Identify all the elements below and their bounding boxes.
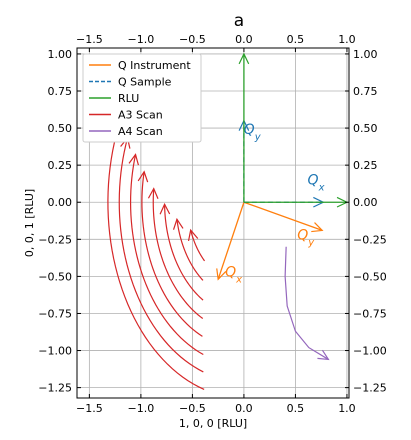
x-tick-label: −1.5	[76, 402, 103, 415]
legend-label: A3 Scan	[118, 109, 163, 122]
a3-scan-arc	[190, 229, 206, 262]
y-right-tick-label: −1.00	[353, 345, 387, 358]
y-right-tick-label: 0.25	[353, 159, 378, 172]
y-tick-label: −0.50	[38, 270, 72, 283]
a3-scan-arrowhead	[147, 187, 159, 199]
y-right-tick-label: 1.00	[353, 48, 378, 61]
y-tick-label: −1.25	[38, 382, 72, 395]
x-top-tick-label: −1.0	[128, 33, 155, 46]
vector-arrowhead	[216, 268, 227, 281]
vector-label: Qy	[244, 122, 262, 143]
plot-frame	[76, 47, 350, 399]
y-right-tick-label: −0.75	[353, 307, 387, 320]
x-top-tick-label: −1.5	[76, 33, 103, 46]
vector-label: Qy	[297, 227, 315, 248]
a4-scan-line	[284, 246, 329, 360]
vector-arrowhead	[238, 52, 250, 65]
vector-arrowhead	[311, 222, 324, 233]
x-top-tick-label: 0.0	[235, 33, 253, 46]
a3-scan-arc	[118, 137, 204, 373]
a3-scan-arrowhead	[187, 228, 199, 242]
legend-label: RLU	[118, 92, 139, 105]
y-tick-label: 0.25	[48, 159, 73, 172]
a3-scan-arc	[176, 219, 204, 281]
y-right-tick-label: −0.25	[353, 233, 387, 246]
vector-line	[243, 201, 323, 232]
y-tick-label: 0.50	[48, 122, 73, 135]
a3-scan-arrowhead	[128, 153, 140, 166]
x-top-tick-label: 0.5	[287, 33, 305, 46]
x-axis-label: 1, 0, 0 [RLU]	[179, 417, 247, 430]
x-tick-label: 1.0	[338, 402, 356, 415]
vector-line	[217, 202, 245, 280]
vector-label: Qx	[308, 172, 325, 193]
x-tick-label: 0.0	[235, 402, 253, 415]
y-right-tick-label: 0.75	[353, 85, 378, 98]
legend: Q Instrument Q Sample RLU A3 Scan A4 Scan	[82, 53, 202, 143]
y-tick-label: −0.75	[38, 307, 72, 320]
legend-label: A4 Scan	[118, 125, 163, 138]
y-right-tick-label: −0.50	[353, 270, 387, 283]
axis-ticks: −1.5 −1.5 −1.0 −1.0 −0.5 −0.5 0.0 0.0 0.5 0.5 1.0 1…	[38, 33, 386, 415]
y-tick-label: −0.25	[38, 233, 72, 246]
x-top-tick-label: −0.5	[179, 33, 206, 46]
legend-label: Q Sample	[118, 76, 172, 89]
y-right-tick-label: −1.25	[353, 382, 387, 395]
chart-title: a	[234, 11, 244, 31]
x-tick-label: 0.5	[287, 402, 305, 415]
chart-marks: Qx Qy Qx Qy	[107, 52, 349, 390]
a3-scan-arrowhead	[159, 202, 171, 215]
vector-label: Qx	[225, 264, 242, 285]
y-axis-label: 0, 0, 1 [RLU]	[23, 189, 36, 257]
a3-scan-arc	[141, 171, 203, 337]
x-tick-label: −1.0	[128, 402, 155, 415]
a3-scan-arc	[107, 119, 205, 390]
y-tick-label: 0.00	[48, 196, 73, 209]
a3-scan-arc	[129, 154, 204, 356]
a4-scan-arrowhead	[317, 349, 330, 361]
legend-box	[82, 53, 202, 143]
a3-scan-arc	[163, 204, 204, 301]
a3-scan-arrowhead	[172, 217, 184, 230]
y-right-tick-label: 0.00	[353, 196, 378, 209]
a3-scan-arrowhead	[137, 170, 149, 183]
y-tick-label: −1.00	[38, 345, 72, 358]
y-tick-label: 1.00	[48, 48, 73, 61]
x-top-tick-label: 1.0	[338, 33, 356, 46]
a3-scan-arc	[152, 188, 204, 319]
y-right-tick-label: 0.50	[353, 122, 378, 135]
x-tick-label: −0.5	[179, 402, 206, 415]
legend-label: Q Instrument	[118, 59, 191, 72]
y-tick-label: 0.75	[48, 85, 73, 98]
